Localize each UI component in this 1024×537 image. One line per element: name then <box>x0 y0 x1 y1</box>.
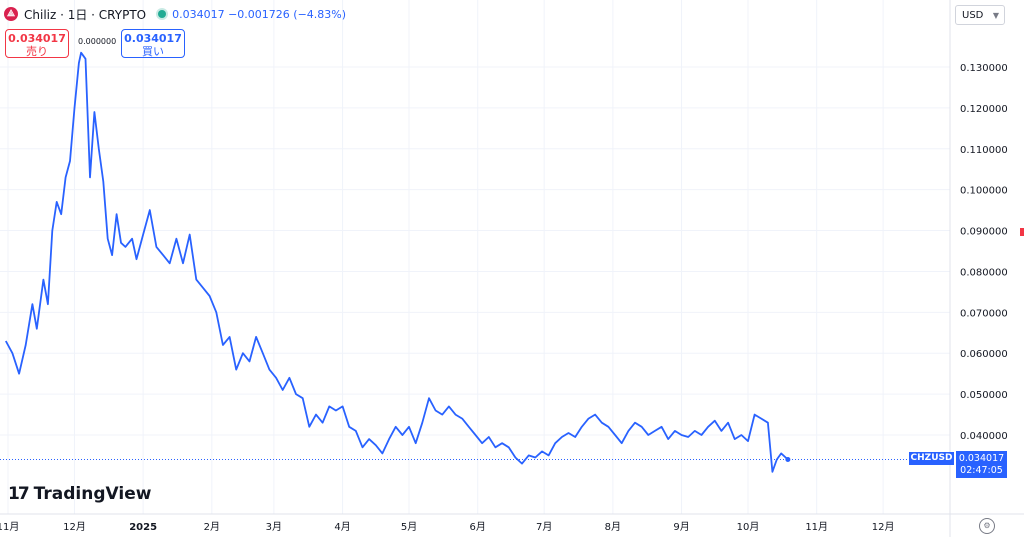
y-tick-label: 0.110000 <box>960 145 1008 156</box>
last-price-label: 0.034017 02:47:05 <box>956 451 1007 478</box>
tradingview-mark-icon: 17 <box>8 484 30 504</box>
x-tick-label: 12月 <box>63 521 86 533</box>
x-tick-label: 2025 <box>129 522 157 533</box>
y-tick-label: 0.060000 <box>960 349 1008 360</box>
sell-button[interactable]: 0.034017 売り <box>5 29 69 58</box>
chart-header: ⟁ Chiliz · 1日 · CRYPTO 0.034017 −0.00172… <box>4 4 346 24</box>
currency-select[interactable]: USD ▼ <box>955 5 1005 25</box>
alert-marker <box>1020 228 1024 236</box>
tradingview-logo[interactable]: 17 TradingView <box>8 484 151 504</box>
x-tick-label: 5月 <box>401 521 417 533</box>
gear-icon[interactable]: ⚙ <box>979 518 995 534</box>
x-tick-label: 11月 <box>805 521 828 533</box>
last-price-symbol-tag: CHZUSD <box>909 452 954 465</box>
x-tick-label: 11月 <box>0 521 19 533</box>
buy-label: 買い <box>142 45 164 58</box>
chiliz-logo-icon: ⟁ <box>4 7 18 21</box>
symbol-title[interactable]: Chiliz · 1日 · CRYPTO <box>24 7 147 22</box>
y-tick-label: 0.050000 <box>960 390 1008 401</box>
currency-value: USD <box>962 10 984 21</box>
y-tick-label: 0.100000 <box>960 186 1008 197</box>
last-price-dot <box>785 457 791 463</box>
sell-label: 売り <box>26 45 48 58</box>
spread-value: 0.000000 <box>78 37 117 46</box>
x-tick-label: 12月 <box>872 521 895 533</box>
market-status-icon[interactable] <box>158 10 167 18</box>
x-tick-label: 8月 <box>605 521 621 533</box>
x-tick-label: 4月 <box>334 521 350 533</box>
brand-name: TradingView <box>33 484 152 504</box>
x-tick-label: 6月 <box>470 521 486 533</box>
buy-button[interactable]: 0.034017 買い <box>121 29 185 58</box>
sell-price: 0.034017 <box>8 32 66 45</box>
buy-price: 0.034017 <box>124 32 182 45</box>
y-tick-label: 0.090000 <box>960 227 1008 238</box>
x-tick-label: 9月 <box>673 521 689 533</box>
y-tick-label: 0.080000 <box>960 267 1008 278</box>
x-tick-label: 10月 <box>737 521 760 533</box>
y-tick-label: 0.130000 <box>960 63 1008 74</box>
bar-countdown: 02:47:05 <box>960 465 1003 476</box>
x-tick-label: 2月 <box>204 521 220 533</box>
price-series-line <box>5 51 789 473</box>
y-tick-label: 0.120000 <box>960 104 1008 115</box>
y-tick-label: 0.040000 <box>960 431 1008 442</box>
last-price-value: 0.034017 <box>958 453 1005 464</box>
y-tick-label: 0.070000 <box>960 308 1008 319</box>
x-tick-label: 3月 <box>266 521 282 533</box>
chevron-down-icon: ▼ <box>992 11 999 20</box>
quote-info: 0.034017 −0.001726 (−4.83%) <box>172 7 347 21</box>
x-tick-label: 7月 <box>536 521 552 533</box>
